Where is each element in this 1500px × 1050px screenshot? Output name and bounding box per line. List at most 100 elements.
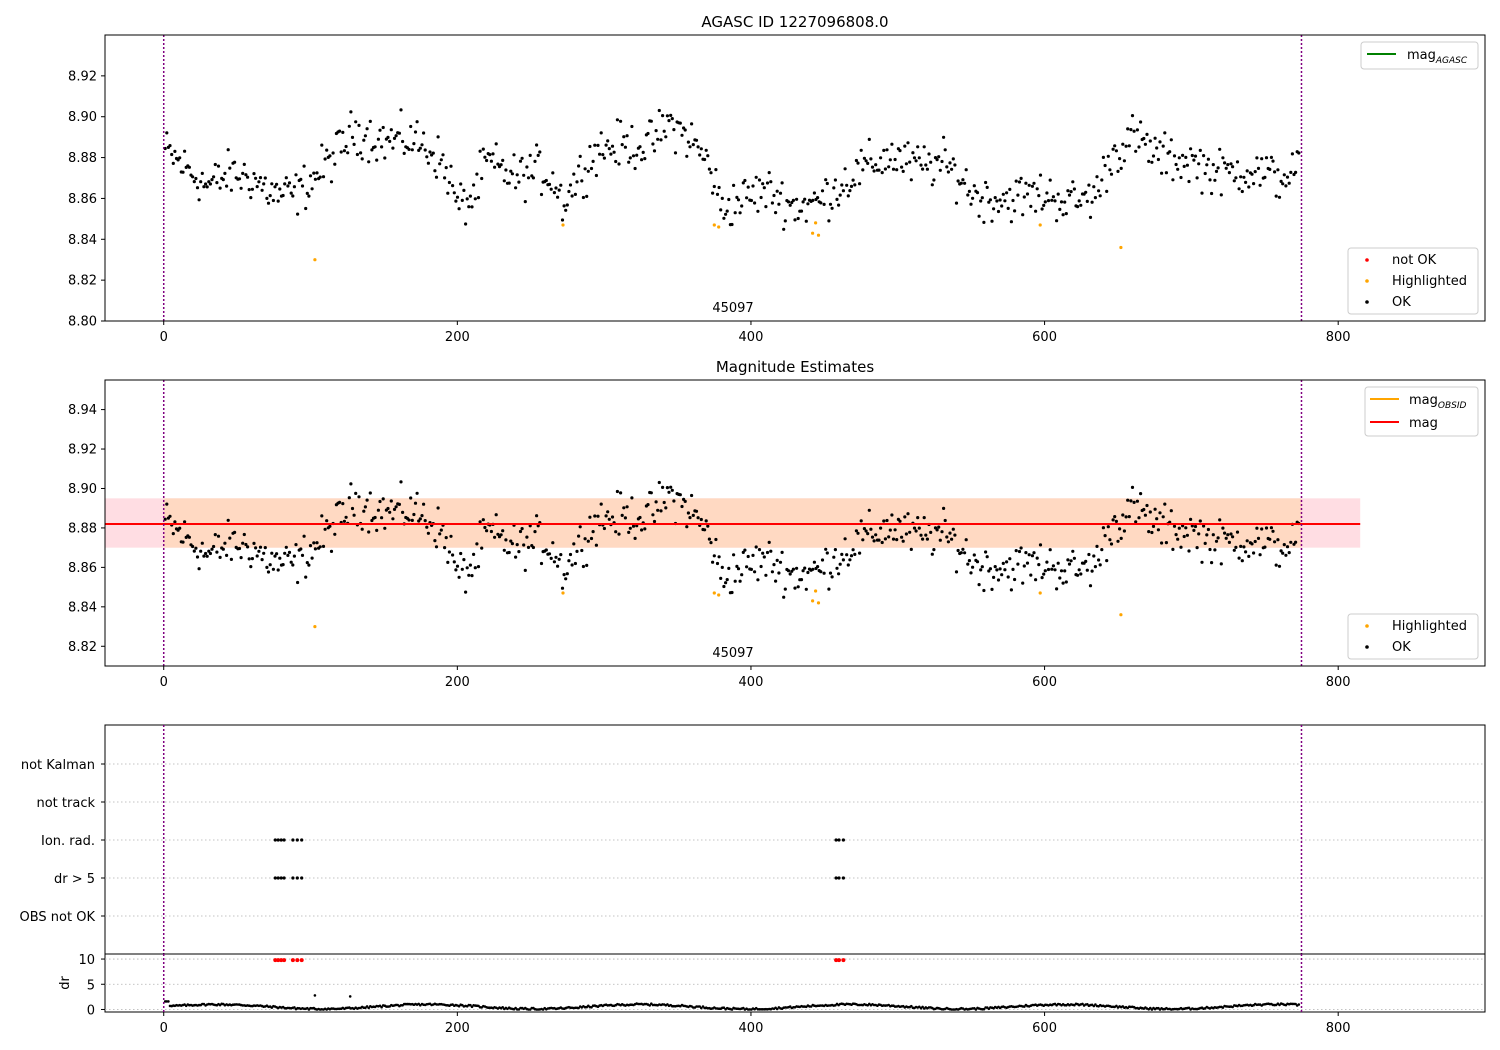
ok-point [447,550,451,554]
ok-point [218,186,222,190]
ok-point [804,219,808,223]
ok-point [1000,204,1004,208]
ok-point [838,562,842,566]
ok-point [1088,584,1093,588]
ok-point [1176,167,1180,171]
ok-point [1069,190,1073,194]
ok-point [1119,166,1123,170]
dr-point [910,1004,913,1008]
ok-point [1171,547,1175,552]
dr-point [469,1003,472,1007]
ok-point [325,519,329,523]
ok-point [793,586,797,590]
ok-point [732,183,736,187]
ok-point [567,189,571,194]
ok-point [1130,485,1135,489]
ok-point [749,567,754,572]
ok-point [988,567,993,571]
ok-point [874,163,878,167]
ok-point [596,514,600,518]
dr-point [730,1008,734,1011]
ok-point [1100,178,1104,182]
ok-point [433,539,437,543]
ok-point [304,206,308,211]
ok-point [589,166,594,171]
ok-point [715,192,720,196]
ok-point [1043,569,1047,573]
ok-point [735,195,739,199]
ok-point [990,587,994,592]
dr-point [982,1007,986,1011]
ok-point [368,119,372,123]
ok-point [1066,558,1070,562]
ok-point [1203,171,1207,176]
legend-marker-not-ok [1365,258,1369,262]
ok-point [856,531,860,535]
ok-point [720,196,724,200]
ok-point [422,131,426,135]
x-tick-label: 600 [1032,330,1057,345]
ok-point [1200,191,1204,195]
ok-point [932,178,936,182]
ok-point [183,149,187,153]
ok-point [916,145,920,149]
ok-point [992,575,996,580]
ok-point [717,185,721,190]
legend-marker-highlighted [1365,279,1369,283]
ok-point [862,156,867,160]
ok-point [1250,172,1254,176]
ok-point [1079,203,1083,207]
ok-point [1234,176,1238,180]
ok-point [1224,536,1228,540]
ok-point [617,532,621,536]
ok-point [409,124,413,129]
ok-point [830,206,834,210]
ok-point [828,571,833,575]
ok-point [493,165,497,169]
ok-point [472,183,476,187]
ok-point [517,550,521,554]
ok-point [252,541,256,546]
ok-point [1092,554,1096,558]
ok-point [838,193,842,197]
ok-point [363,134,367,138]
ok-point [1213,548,1217,552]
ok-point [848,558,852,562]
ok-point [736,567,741,571]
ok-point [879,156,883,160]
ok-point [333,162,337,166]
ok-point [694,138,699,142]
ok-point [197,198,201,202]
ok-point [1285,175,1290,179]
ok-point [1239,175,1243,179]
ok-point [1213,178,1217,182]
ok-point [1235,530,1240,534]
ok-point [208,551,212,556]
ok-point [733,579,737,583]
ok-point [212,544,216,549]
ok-point [985,555,989,559]
ok-point [1232,179,1236,183]
ok-point [657,480,661,485]
ok-point [1008,187,1012,191]
ok-point [1221,156,1225,160]
legend-mag-agasc-label: mag [1407,48,1436,63]
highlighted-point [712,223,716,227]
ok-point [911,151,915,155]
ok-point [1045,560,1049,564]
ok-point [1150,160,1154,164]
ok-point [1051,564,1055,568]
ok-point [504,168,508,172]
ok-point [323,157,327,161]
ok-point [1013,209,1017,213]
ok-point [485,158,489,163]
ok-point [888,528,892,532]
ok-point [1087,183,1091,187]
ok-point [375,528,379,533]
ok-point [969,202,973,206]
ok-point [562,573,566,577]
ok-point [446,191,450,195]
x-tick-label: 200 [445,330,470,345]
ok-point [181,170,185,174]
ok-point [619,491,623,495]
